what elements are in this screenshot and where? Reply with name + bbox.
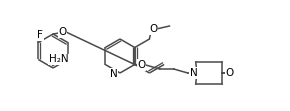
Text: O: O [226, 68, 234, 78]
Text: F: F [37, 31, 43, 41]
Text: N: N [110, 69, 117, 79]
Text: O: O [58, 27, 67, 37]
Text: H₂N: H₂N [49, 55, 68, 64]
Text: N: N [190, 68, 197, 78]
Text: O: O [137, 60, 146, 70]
Text: O: O [149, 24, 157, 34]
